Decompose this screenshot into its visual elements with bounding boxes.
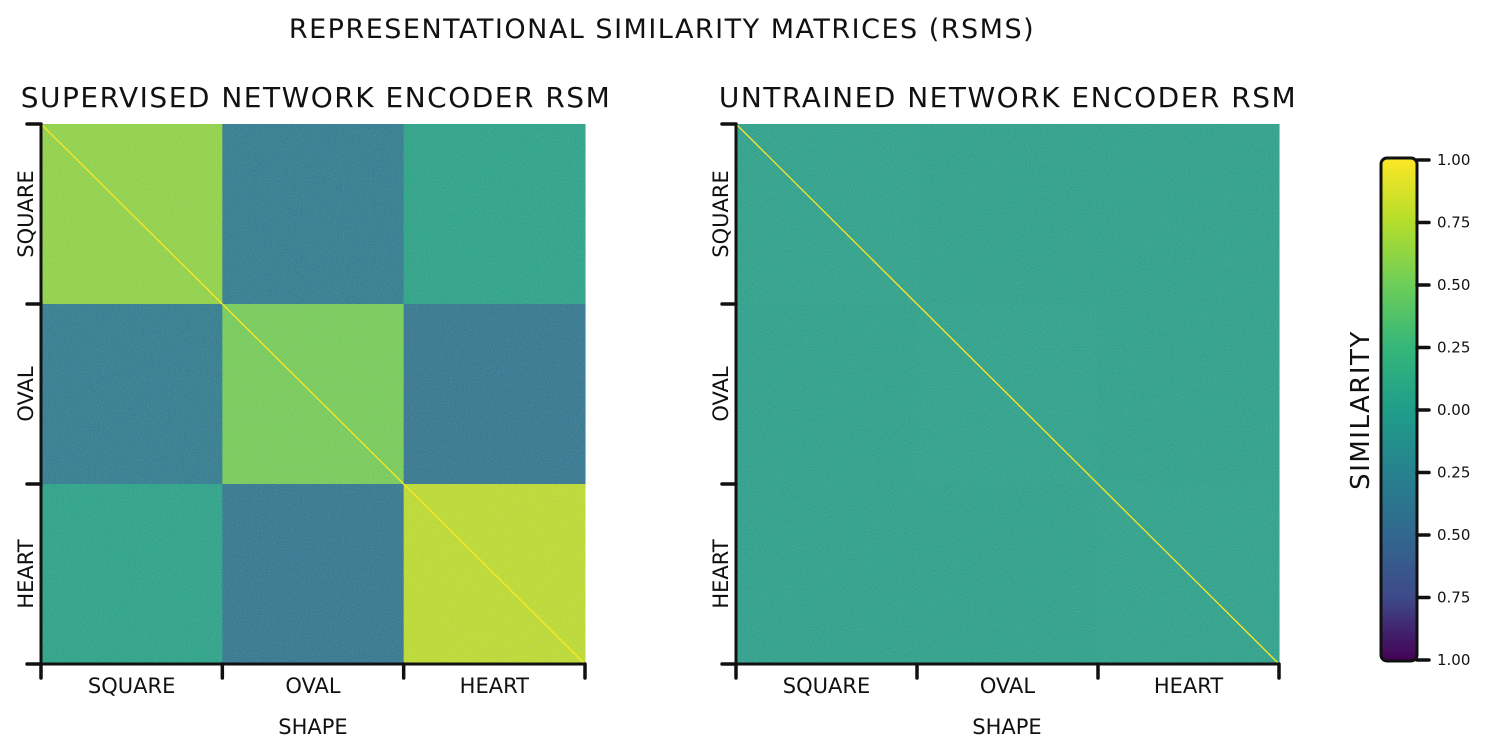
colorbar-tick-label: 0.50 xyxy=(1437,276,1470,294)
supervised-x-ticks: SQUARE OVAL HEART xyxy=(39,662,587,698)
colorbar-tick-label: 1.00 xyxy=(1437,151,1470,169)
supervised-panel-title: SUPERVISED NETWORK ENCODER RSM xyxy=(21,81,612,114)
colorbar-tick-label: 0.25 xyxy=(1437,464,1470,482)
untrained-y-tick-label-square: SQUARE xyxy=(709,170,733,257)
untrained-x-tick-label-heart: HEART xyxy=(1154,674,1223,698)
untrained-x-tick-label-square: SQUARE xyxy=(783,674,870,698)
colorbar-tick-label: 0.75 xyxy=(1437,214,1470,232)
colorbar-gradient xyxy=(1379,156,1419,663)
supervised-y-tick-label-oval: OVAL xyxy=(14,366,38,422)
supervised-x-tick-label-square: SQUARE xyxy=(88,674,175,698)
colorbar-ticks: 1.00 0.75 0.50 0.25 0.00 0.25 0.50 0.75 1.00 xyxy=(1415,151,1470,669)
colorbar-tick-label: 1.00 xyxy=(1437,651,1470,669)
colorbar: 1.00 0.75 0.50 0.25 0.00 0.25 0.50 0.75 1.00 SIM… xyxy=(1346,151,1470,669)
untrained-rsm-panel: UNTRAINED NETWORK ENCODER RSM SQUARE OVAL… xyxy=(709,81,1297,739)
figure-suptitle: REPRESENTATIONAL SIMILARITY MATRICES (RS… xyxy=(289,14,1035,45)
supervised-x-axis-label: SHAPE xyxy=(278,715,347,739)
colorbar-label: SIMILARITY xyxy=(1346,330,1376,490)
supervised-x-tick-label-heart: HEART xyxy=(460,674,529,698)
colorbar-tick-label: 0.50 xyxy=(1437,526,1470,544)
untrained-x-axis-label: SHAPE xyxy=(972,715,1041,739)
untrained-x-tick-label-oval: OVAL xyxy=(980,674,1036,698)
colorbar-tick-label: 0.00 xyxy=(1437,401,1470,419)
supervised-y-tick-label-square: SQUARE xyxy=(14,170,38,257)
untrained-y-tick-label-heart: HEART xyxy=(709,539,733,608)
supervised-rsm-panel: SUPERVISED NETWORK ENCODER RSM SQUARE OVA… xyxy=(14,81,612,739)
untrained-y-tick-label-oval: OVAL xyxy=(709,366,733,422)
supervised-y-ticks: SQUARE OVAL HEART xyxy=(14,122,43,666)
supervised-y-tick-label-heart: HEART xyxy=(14,539,38,608)
supervised-heatmap xyxy=(40,123,586,665)
untrained-panel-title: UNTRAINED NETWORK ENCODER RSM xyxy=(719,81,1297,114)
untrained-y-ticks: SQUARE OVAL HEART xyxy=(709,122,738,666)
colorbar-tick-label: 0.75 xyxy=(1437,589,1470,607)
colorbar-tick-label: 0.25 xyxy=(1437,339,1470,357)
untrained-self-similarity-diagonal xyxy=(735,123,1280,665)
untrained-heatmap xyxy=(735,123,1280,665)
supervised-x-tick-label-oval: OVAL xyxy=(285,674,341,698)
supervised-self-similarity-diagonal xyxy=(40,123,586,665)
untrained-x-ticks: SQUARE OVAL HEART xyxy=(734,662,1281,698)
